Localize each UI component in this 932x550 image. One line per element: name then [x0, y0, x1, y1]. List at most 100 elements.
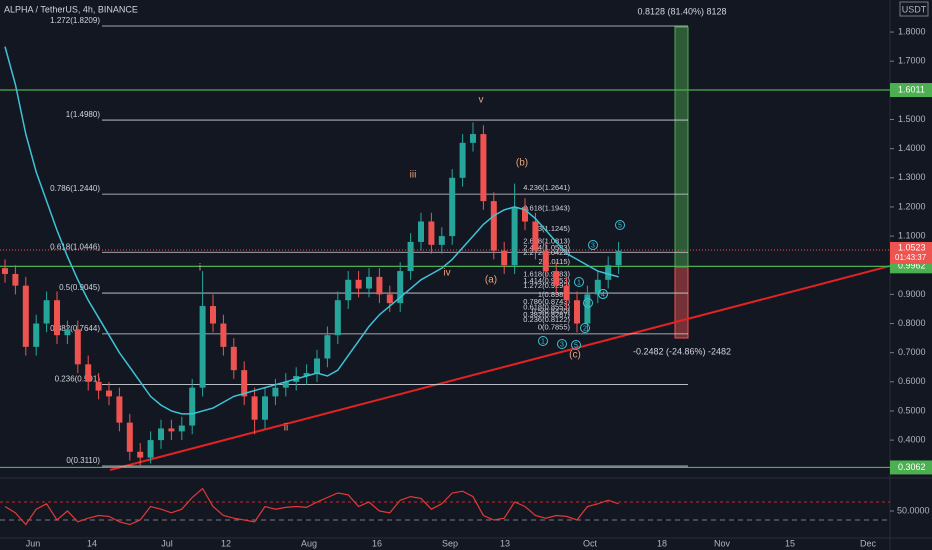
- fib-ext-label: 1(0.8985): [538, 290, 571, 299]
- sub-wave-label: 2: [586, 300, 590, 307]
- fib-ext-label: 4.236(1.2641): [523, 183, 570, 192]
- rsi-line: [4, 487, 619, 526]
- candle-body: [178, 425, 185, 432]
- y-tick-label: 1.7000: [898, 56, 926, 66]
- candle-body: [262, 396, 268, 420]
- candle-body: [470, 134, 476, 143]
- candle-body: [220, 323, 227, 347]
- candle-body: [85, 364, 92, 382]
- sub-wave-label: 2: [583, 325, 587, 332]
- level-tag: [890, 460, 932, 475]
- fib-ext-label: 0(0.7855): [538, 323, 571, 332]
- candle-body: [272, 387, 279, 397]
- sub-wave-ring: [538, 336, 548, 346]
- fib-label: 1.272(1.8209): [50, 16, 100, 25]
- sub-wave-label: 1: [541, 338, 545, 345]
- candle-body: [22, 285, 29, 347]
- candle-body: [594, 279, 601, 295]
- y-tick-label: 1.8000: [898, 26, 926, 36]
- rsi-tick-label: 50.0000: [897, 505, 930, 515]
- x-tick-label: Nov: [714, 538, 731, 548]
- currency-box: [899, 1, 929, 17]
- candle-body: [43, 300, 50, 324]
- fib-ext-label: 0.382(0.8287): [523, 310, 570, 319]
- countdown: 01:43:37: [895, 253, 927, 262]
- candle-body: [12, 273, 19, 286]
- candle-body: [355, 279, 362, 289]
- sub-wave-ring: [574, 277, 584, 287]
- fib-label: 1(1.4980): [66, 110, 101, 119]
- x-tick-label: 16: [372, 538, 382, 548]
- level-label: 1.6011: [898, 84, 925, 94]
- candle-body: [324, 335, 331, 359]
- x-tick-label: Sep: [442, 538, 458, 548]
- sub-wave-ring: [580, 323, 590, 333]
- wave-label: (a): [485, 275, 497, 286]
- candle-body: [189, 387, 196, 426]
- fib-ext-label: 2.414(1.0583): [523, 243, 570, 252]
- sub-wave-label: 5: [574, 342, 578, 349]
- x-tick-label: 13: [500, 538, 510, 548]
- x-tick-label: 18: [657, 538, 667, 548]
- sub-wave-label: 4: [601, 291, 605, 298]
- fib-label: 0.382(0.7644): [50, 324, 100, 333]
- candle-body: [345, 279, 352, 301]
- candle-body: [158, 428, 164, 441]
- moving-average: [4, 46, 619, 415]
- sub-wave-ring: [583, 298, 593, 308]
- x-tick-label: 12: [221, 538, 231, 548]
- sub-wave-ring: [598, 289, 608, 299]
- fib-ext-label: 1.618(0.9683): [523, 269, 570, 278]
- candle-body: [199, 306, 206, 388]
- sub-wave-label: 1: [577, 279, 581, 286]
- position-profit: 0.8128 (81.40%) 8128: [637, 6, 726, 16]
- candle-body: [64, 329, 71, 336]
- candle-body: [407, 241, 414, 272]
- candle-body: [168, 428, 175, 432]
- candle-body: [397, 271, 404, 304]
- trend-line: [109, 265, 891, 471]
- candle-body: [366, 276, 372, 289]
- fib-ext-label: 0.236(0.8122): [523, 315, 570, 324]
- x-tick-label: Oct: [583, 538, 598, 548]
- wave-label: (c): [569, 350, 581, 361]
- fib-ext-label: 0.5(0.8420): [532, 306, 571, 315]
- sub-wave-ring: [615, 220, 625, 230]
- candle-body: [418, 221, 424, 242]
- candle-body: [584, 294, 591, 324]
- y-tick-label: 1.1000: [898, 230, 926, 240]
- candle-body: [74, 329, 81, 365]
- candle-body: [553, 271, 560, 286]
- candle-body: [230, 346, 237, 371]
- x-tick-label: Aug: [301, 538, 317, 548]
- candle-body: [605, 265, 612, 280]
- fib-ext-label: 2.618(1.0813): [523, 237, 570, 246]
- fib-ext-label: 3(1.1245): [538, 224, 571, 233]
- y-tick-label: 0.6000: [898, 376, 926, 386]
- candle-body: [542, 250, 549, 272]
- y-tick-label: 0.7000: [898, 347, 926, 357]
- sub-wave-ring: [588, 240, 598, 250]
- fib-ext-label: 0.786(0.8743): [523, 297, 570, 306]
- position-profit-zone: [674, 26, 689, 268]
- sub-wave-ring: [571, 340, 581, 350]
- sub-wave-label: 4: [601, 291, 605, 298]
- y-tick-label: 0.4000: [898, 434, 926, 444]
- candle-body: [54, 300, 60, 336]
- candle-body: [522, 206, 528, 222]
- sub-wave-label: 3: [591, 242, 595, 249]
- fib-label: 0.236(0.591): [55, 375, 101, 384]
- fib-label: 0.5(0.9045): [59, 283, 100, 292]
- x-tick-label: Jul: [161, 538, 173, 548]
- candle-body: [532, 221, 539, 251]
- candle-body: [376, 276, 383, 295]
- position-loss-zone: [674, 266, 689, 339]
- currency: USDT: [902, 4, 927, 14]
- wave-label: v: [479, 95, 484, 106]
- candle-body: [480, 134, 487, 202]
- fib-ext-label: 2(1.0115): [538, 257, 570, 266]
- wave-label: iv: [443, 268, 450, 279]
- candle-body: [490, 201, 497, 251]
